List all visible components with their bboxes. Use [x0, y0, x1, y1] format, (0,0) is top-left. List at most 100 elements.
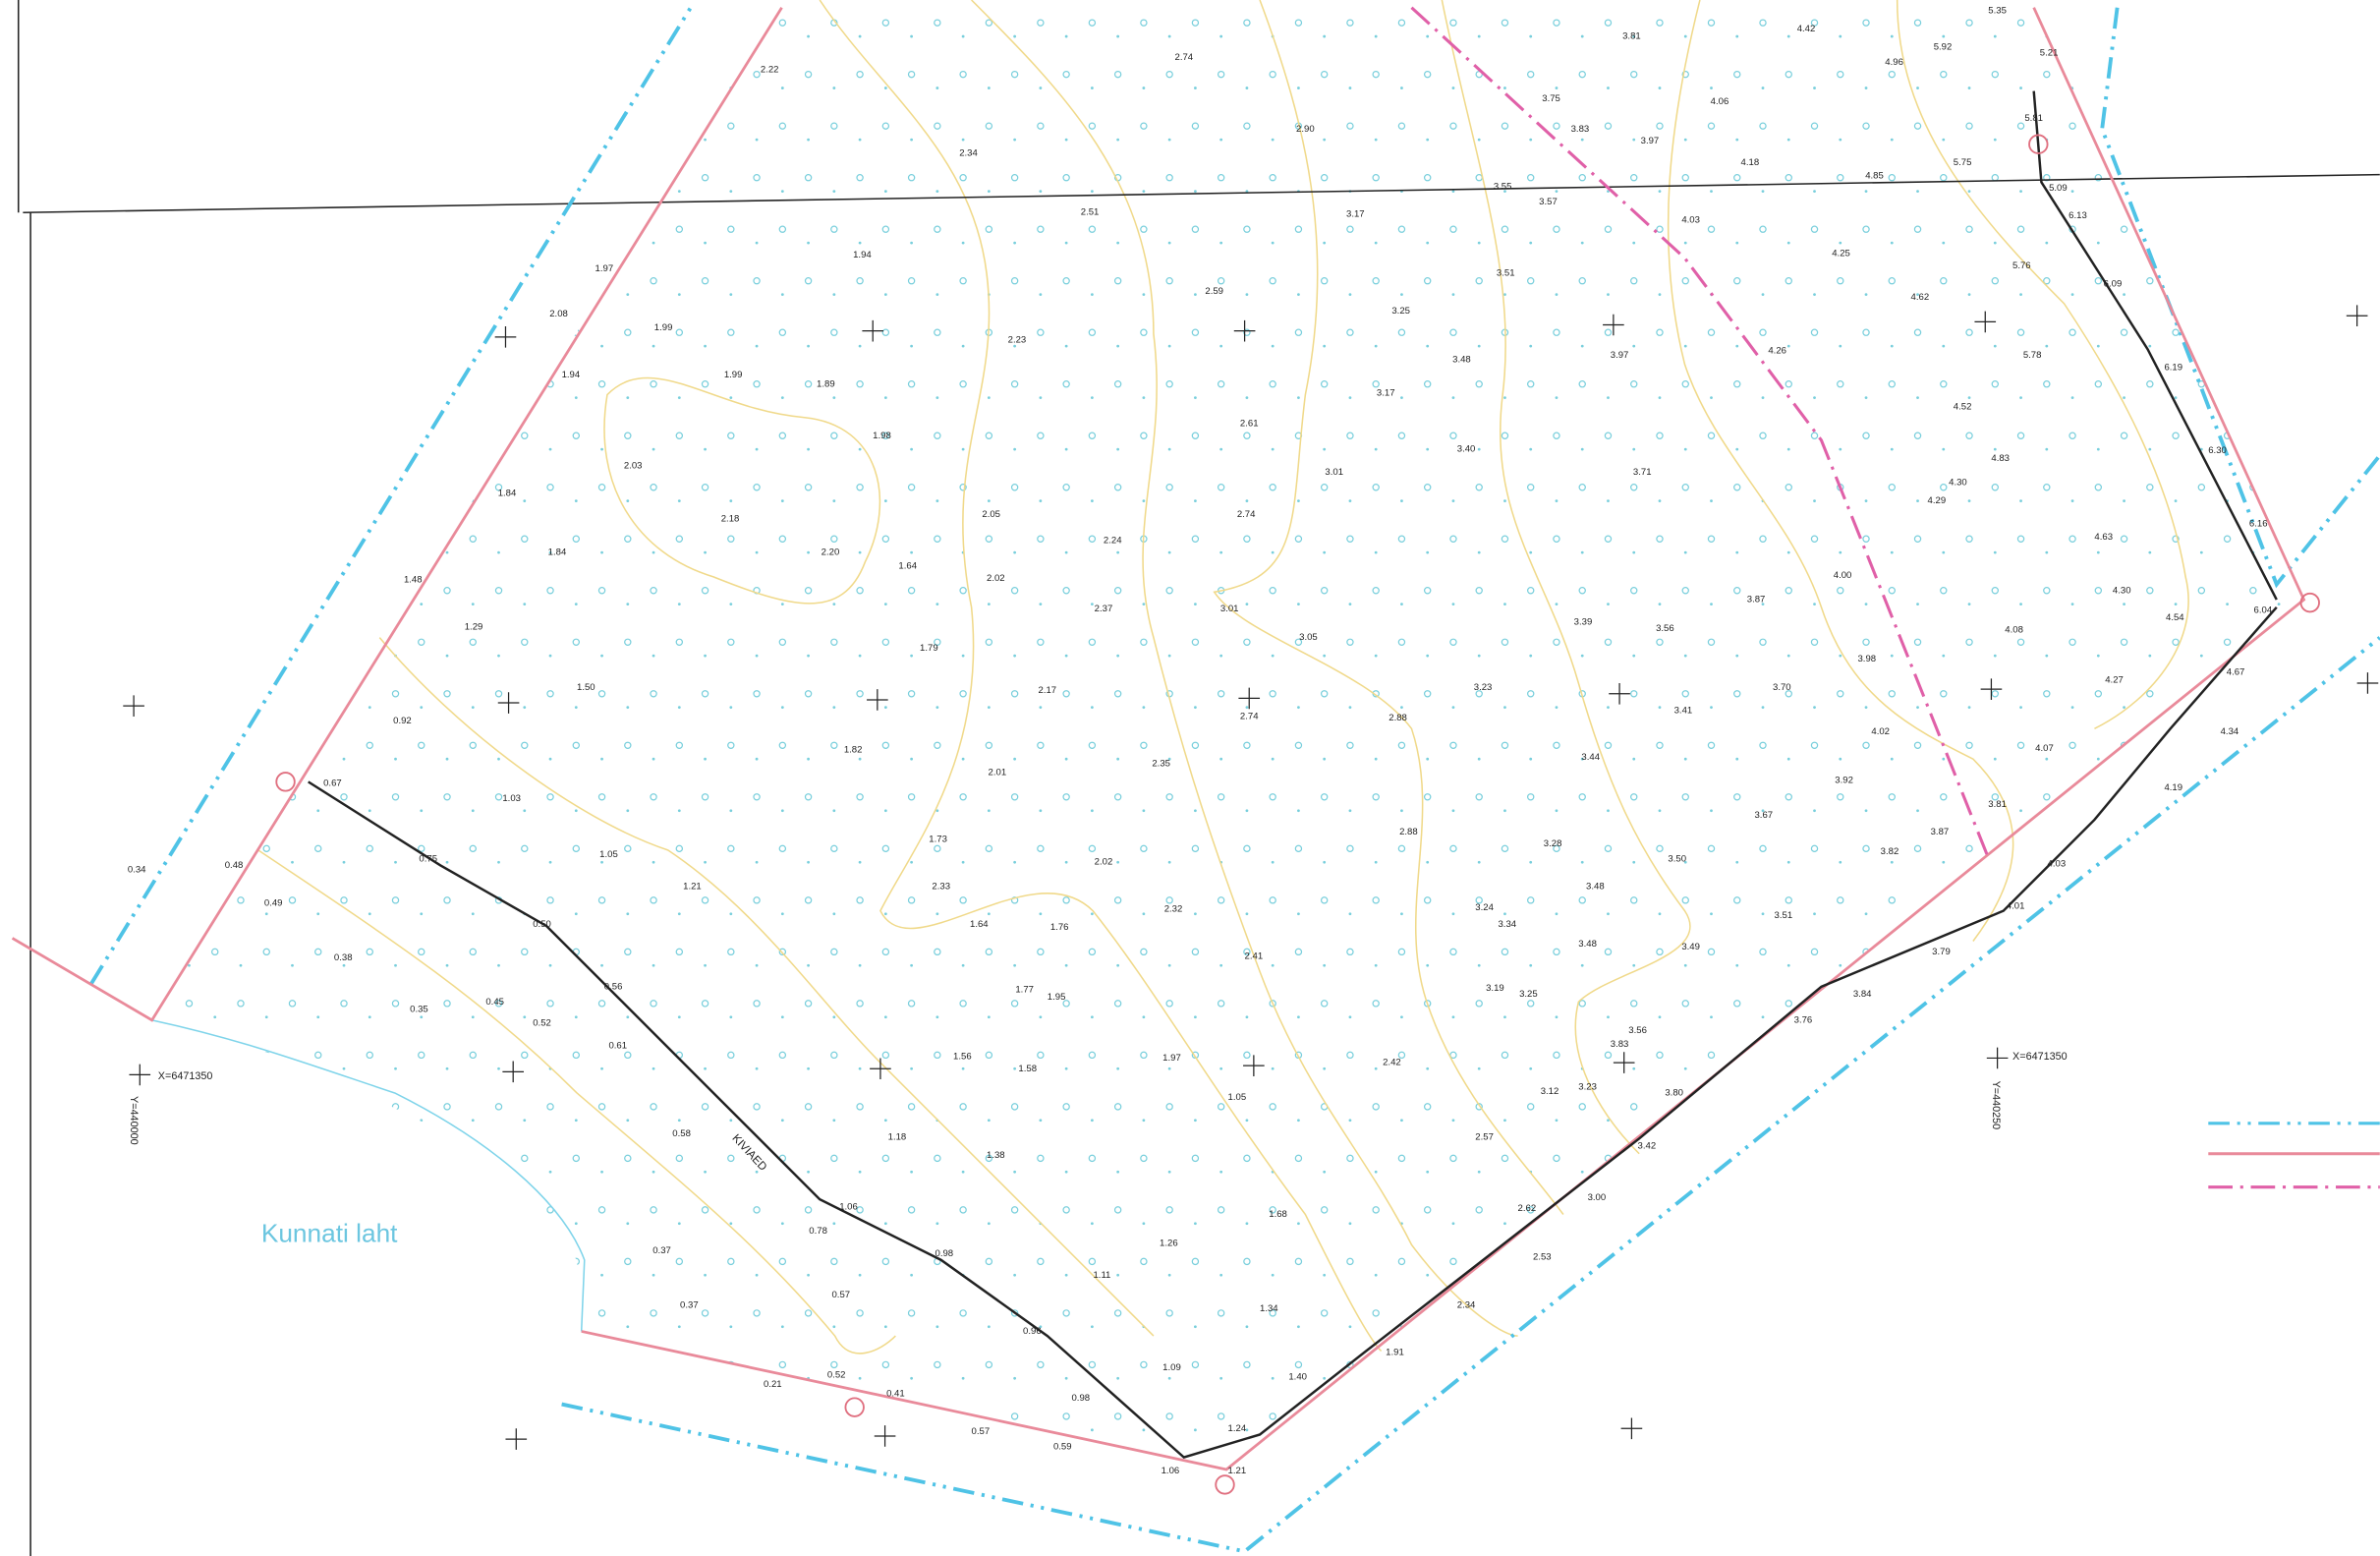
tree-symbol: [1553, 1154, 1560, 1163]
tree-symbol: [959, 1000, 967, 1008]
grass-dot: [961, 1066, 965, 1070]
grass-dot: [1839, 34, 1842, 38]
tree-symbol: [1010, 1206, 1019, 1214]
grass-dot: [755, 963, 759, 967]
tree-symbol: [1837, 277, 1844, 285]
grass-dot: [1555, 293, 1558, 297]
grass-dot: [1142, 809, 1146, 813]
grass-dot: [1477, 447, 1481, 451]
tree-symbol: [985, 1154, 993, 1163]
elevation-label: 3.17: [1346, 208, 1365, 219]
grass-dot: [1039, 396, 1043, 400]
elevation-label: 3.80: [1665, 1087, 1683, 1098]
grass-dot: [1632, 138, 1636, 142]
grass-dot: [883, 809, 887, 813]
grass-dot: [858, 34, 862, 38]
tree-symbol: [469, 741, 477, 750]
tree-symbol: [985, 432, 993, 439]
grass-dot: [1761, 1015, 1765, 1019]
tree-symbol: [1527, 484, 1535, 491]
elevation-label: 0.38: [334, 952, 353, 963]
elevation-label: 0.75: [419, 854, 437, 865]
grass-dot: [1477, 654, 1481, 658]
tree-symbol: [881, 844, 890, 853]
tree-symbol: [2120, 432, 2128, 439]
tree-symbol: [1501, 638, 1509, 646]
grass-dot: [1451, 293, 1455, 297]
grass-dot: [1477, 344, 1481, 348]
tree-symbol: [1346, 844, 1354, 853]
grass-dot: [1219, 1376, 1223, 1380]
grass-dot: [1064, 241, 1068, 245]
grass-dot: [1477, 860, 1481, 864]
tree-symbol: [1372, 277, 1380, 285]
grass-dot: [1786, 344, 1790, 348]
grass-dot: [1890, 757, 1894, 761]
grass-dot: [1710, 499, 1713, 503]
elevation-label: 0.67: [323, 778, 342, 788]
tree-symbol: [1423, 1103, 1432, 1111]
elevation-label: 1.21: [683, 881, 702, 892]
tree-symbol: [934, 638, 941, 646]
grass-dot: [2019, 190, 2022, 193]
grass-dot: [1529, 344, 1533, 348]
grass-dot: [1683, 241, 1687, 245]
tree-symbol: [1165, 484, 1173, 491]
tree-symbol: [1088, 1154, 1097, 1163]
tree-symbol: [934, 535, 941, 543]
tree-symbol: [1320, 587, 1329, 595]
grass-dot: [2019, 603, 2022, 606]
tree-symbol: [1913, 535, 1922, 543]
tree-symbol: [830, 432, 838, 439]
tree-symbol: [1217, 380, 1225, 388]
elevation-label: 1.64: [970, 919, 989, 930]
grass-dot: [1451, 499, 1455, 503]
tree-symbol: [443, 1103, 451, 1111]
tree-symbol: [1656, 844, 1664, 853]
tree-symbol: [1294, 1154, 1303, 1163]
tree-symbol: [1501, 844, 1509, 853]
grass-dot: [1142, 1428, 1146, 1432]
tree-symbol: [494, 690, 503, 698]
tree-symbol: [2068, 535, 2076, 543]
grass-dot: [858, 860, 862, 864]
grass-dot: [368, 1015, 371, 1019]
grass-dot: [1580, 963, 1584, 967]
tree-symbol: [1217, 896, 1225, 904]
grass-dot: [1451, 912, 1455, 916]
grass-dot: [2148, 344, 2152, 348]
tree-symbol: [753, 1000, 761, 1008]
tree-symbol: [1733, 277, 1741, 285]
tree-symbol: [1681, 484, 1689, 491]
tree-symbol: [2016, 122, 2025, 130]
grass-dot: [1683, 550, 1687, 554]
elevation-label: 3.19: [1486, 983, 1504, 994]
elevation-label: 1.94: [562, 370, 581, 380]
grass-dot: [1194, 1325, 1197, 1329]
tree-symbol: [391, 690, 400, 698]
elevation-label: 2.32: [1164, 904, 1183, 915]
grass-dot: [1632, 860, 1636, 864]
grass-dot: [832, 396, 836, 400]
tree-symbol: [1191, 432, 1200, 439]
tree-symbol: [1862, 328, 1870, 336]
tree-symbol: [2016, 535, 2025, 543]
elevation-label: 4.00: [1834, 570, 1852, 581]
grass-dot: [1142, 190, 1146, 193]
grass-dot: [2045, 654, 2049, 658]
tree-symbol: [2094, 173, 2103, 182]
tree-symbol: [546, 587, 554, 595]
elevation-label: 4.30: [2113, 585, 2131, 596]
elevation-label: 3.50: [1668, 854, 1686, 865]
grass-dot: [1194, 1119, 1197, 1123]
grass-dot: [1735, 654, 1739, 658]
elevation-label: 4.67: [2227, 667, 2245, 678]
tree-symbol: [959, 896, 967, 904]
tree-symbol: [778, 638, 787, 646]
tree-symbol: [1269, 1412, 1276, 1420]
tree-symbol: [1372, 587, 1380, 595]
tree-symbol: [1759, 225, 1767, 233]
grass-dot: [935, 293, 939, 297]
tree-symbol: [804, 70, 813, 79]
grass-dot: [987, 190, 991, 193]
